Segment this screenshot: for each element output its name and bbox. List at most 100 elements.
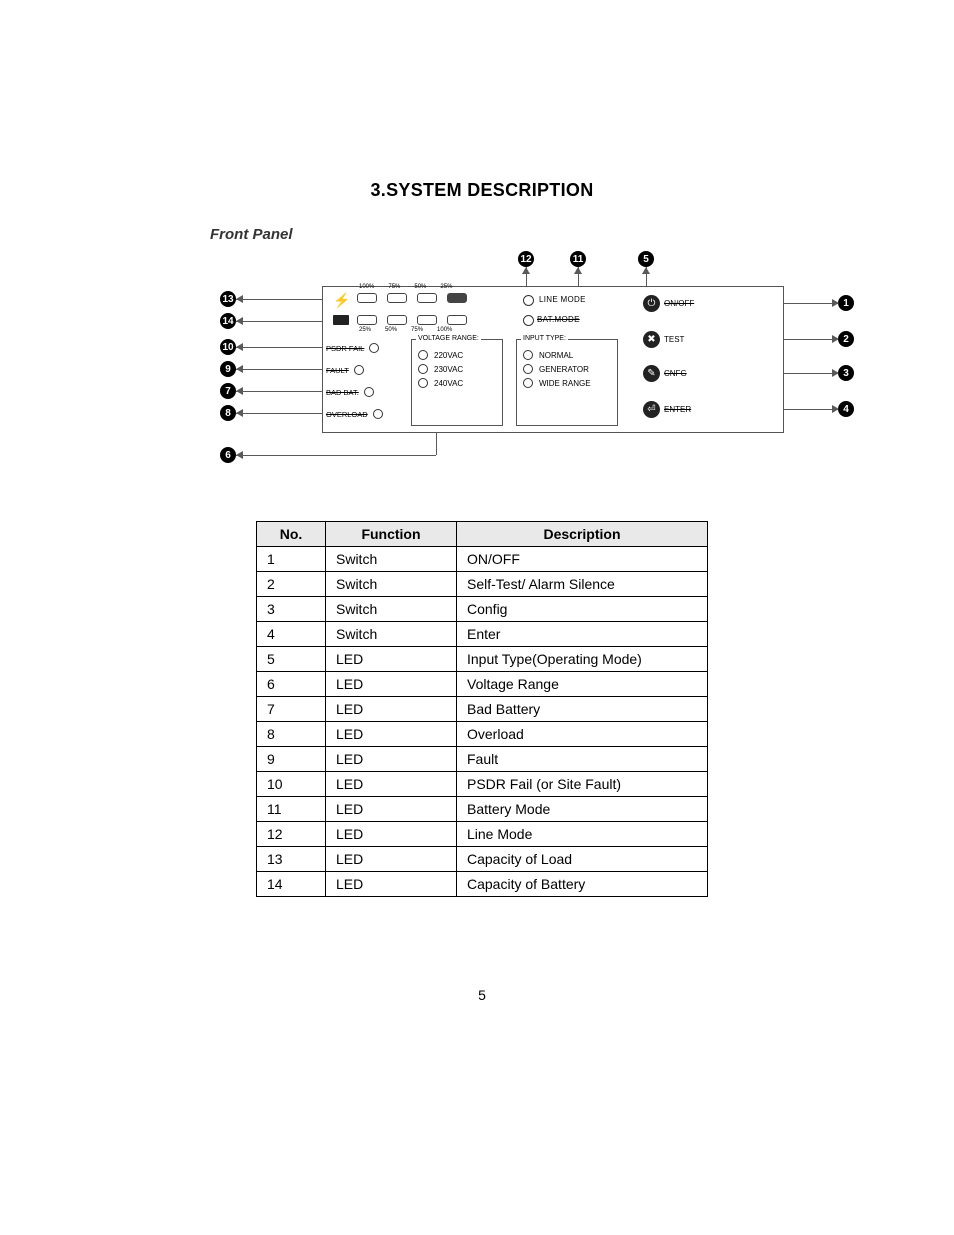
th-no: No. bbox=[257, 522, 326, 547]
table-cell: LED bbox=[326, 747, 457, 772]
onoff-button[interactable]: ⏻ ON/OFF bbox=[643, 295, 694, 312]
table-row: 8LEDOverload bbox=[257, 722, 708, 747]
page-number: 5 bbox=[100, 987, 864, 1003]
table-row: 4SwitchEnter bbox=[257, 622, 708, 647]
table-row: 7LEDBad Battery bbox=[257, 697, 708, 722]
table-cell: LED bbox=[326, 872, 457, 897]
bad-bat-row: BAD BAT. bbox=[326, 387, 374, 397]
table-cell: Battery Mode bbox=[457, 797, 708, 822]
battery-bars bbox=[357, 315, 467, 325]
table-cell: Overload bbox=[457, 722, 708, 747]
config-icon: ✎ bbox=[643, 365, 660, 382]
table-cell: 12 bbox=[257, 822, 326, 847]
load-bars bbox=[357, 293, 467, 303]
section-title: 3.SYSTEM DESCRIPTION bbox=[100, 180, 864, 201]
table-row: 14LEDCapacity of Battery bbox=[257, 872, 708, 897]
power-icon: ⏻ bbox=[643, 295, 660, 312]
table-cell: LED bbox=[326, 672, 457, 697]
table-cell: 4 bbox=[257, 622, 326, 647]
table-row: 9LEDFault bbox=[257, 747, 708, 772]
test-button[interactable]: ✖ TEST bbox=[643, 331, 684, 348]
table-cell: Switch bbox=[326, 547, 457, 572]
panel-box: ⚡ 100%75%50%25% 25%50%75%100% LINE MODE … bbox=[322, 286, 784, 433]
table-cell: LED bbox=[326, 772, 457, 797]
callout-1: 1 bbox=[838, 295, 854, 311]
th-description: Description bbox=[457, 522, 708, 547]
front-panel-diagram: 12 11 5 13 14 10 9 7 8 6 1 bbox=[220, 251, 900, 481]
callout-2: 2 bbox=[838, 331, 854, 347]
table-cell: 10 bbox=[257, 772, 326, 797]
table-cell: Bad Battery bbox=[457, 697, 708, 722]
table-cell: 11 bbox=[257, 797, 326, 822]
callout-4: 4 bbox=[838, 401, 854, 417]
table-cell: Capacity of Battery bbox=[457, 872, 708, 897]
table-cell: Self-Test/ Alarm Silence bbox=[457, 572, 708, 597]
plug-icon: ⚡ bbox=[333, 293, 351, 307]
callout-10: 10 bbox=[220, 339, 236, 355]
table-cell: Fault bbox=[457, 747, 708, 772]
enter-icon: ⏎ bbox=[643, 401, 660, 418]
table-cell: Enter bbox=[457, 622, 708, 647]
table-row: 11LEDBattery Mode bbox=[257, 797, 708, 822]
voltage-opt: 240VAC bbox=[434, 379, 463, 388]
table-cell: 1 bbox=[257, 547, 326, 572]
callout-7: 7 bbox=[220, 383, 236, 399]
table-row: 5LEDInput Type(Operating Mode) bbox=[257, 647, 708, 672]
table-row: 2SwitchSelf-Test/ Alarm Silence bbox=[257, 572, 708, 597]
callout-12: 12 bbox=[518, 251, 534, 267]
table-cell: Input Type(Operating Mode) bbox=[457, 647, 708, 672]
table-cell: 6 bbox=[257, 672, 326, 697]
table-cell: 7 bbox=[257, 697, 326, 722]
table-cell: Config bbox=[457, 597, 708, 622]
table-cell: LED bbox=[326, 847, 457, 872]
voltage-opt: 220VAC bbox=[434, 351, 463, 360]
test-icon: ✖ bbox=[643, 331, 660, 348]
input-opt: NORMAL bbox=[539, 351, 573, 360]
table-cell: ON/OFF bbox=[457, 547, 708, 572]
table-cell: Switch bbox=[326, 622, 457, 647]
enter-button[interactable]: ⏎ ENTER bbox=[643, 401, 691, 418]
batt-mode-label: BAT.MODE bbox=[537, 315, 580, 324]
table-cell: 13 bbox=[257, 847, 326, 872]
battery-icon bbox=[333, 315, 349, 325]
psdr-fail-row: PSDR FAIL bbox=[326, 343, 379, 353]
callout-14: 14 bbox=[220, 313, 236, 329]
fault-row: FAULT bbox=[326, 365, 364, 375]
callout-5: 5 bbox=[638, 251, 654, 267]
table-cell: Switch bbox=[326, 597, 457, 622]
voltage-range-box: VOLTAGE RANGE: 220VAC 230VAC 240VAC bbox=[411, 339, 503, 426]
table-cell: Line Mode bbox=[457, 822, 708, 847]
table-cell: LED bbox=[326, 647, 457, 672]
batt-mode-led bbox=[523, 315, 534, 326]
table-cell: Switch bbox=[326, 572, 457, 597]
cnfg-button[interactable]: ✎ CNFG bbox=[643, 365, 687, 382]
table-cell: 14 bbox=[257, 872, 326, 897]
table-cell: LED bbox=[326, 722, 457, 747]
table-cell: 9 bbox=[257, 747, 326, 772]
table-row: 10LEDPSDR Fail (or Site Fault) bbox=[257, 772, 708, 797]
voltage-title: VOLTAGE RANGE: bbox=[416, 335, 481, 342]
table-cell: 5 bbox=[257, 647, 326, 672]
table-cell: PSDR Fail (or Site Fault) bbox=[457, 772, 708, 797]
table-cell: Voltage Range bbox=[457, 672, 708, 697]
overload-row: OVERLOAD bbox=[326, 409, 383, 419]
callout-11: 11 bbox=[570, 251, 586, 267]
batt-pct-labels: 25%50%75%100% bbox=[359, 327, 452, 333]
table-cell: LED bbox=[326, 697, 457, 722]
function-table: No. Function Description 1SwitchON/OFF2S… bbox=[256, 521, 708, 897]
table-row: 12LEDLine Mode bbox=[257, 822, 708, 847]
input-title: INPUT TYPE: bbox=[521, 335, 568, 342]
table-cell: 3 bbox=[257, 597, 326, 622]
table-row: 3SwitchConfig bbox=[257, 597, 708, 622]
input-opt: GENERATOR bbox=[539, 365, 589, 374]
callout-6: 6 bbox=[220, 447, 236, 463]
table-cell: 8 bbox=[257, 722, 326, 747]
table-row: 6LEDVoltage Range bbox=[257, 672, 708, 697]
input-type-box: INPUT TYPE: NORMAL GENERATOR WIDE RANGE bbox=[516, 339, 618, 426]
callout-9: 9 bbox=[220, 361, 236, 377]
callout-13: 13 bbox=[220, 291, 236, 307]
table-cell: LED bbox=[326, 797, 457, 822]
callout-8: 8 bbox=[220, 405, 236, 421]
table-row: 13LEDCapacity of Load bbox=[257, 847, 708, 872]
callout-3: 3 bbox=[838, 365, 854, 381]
